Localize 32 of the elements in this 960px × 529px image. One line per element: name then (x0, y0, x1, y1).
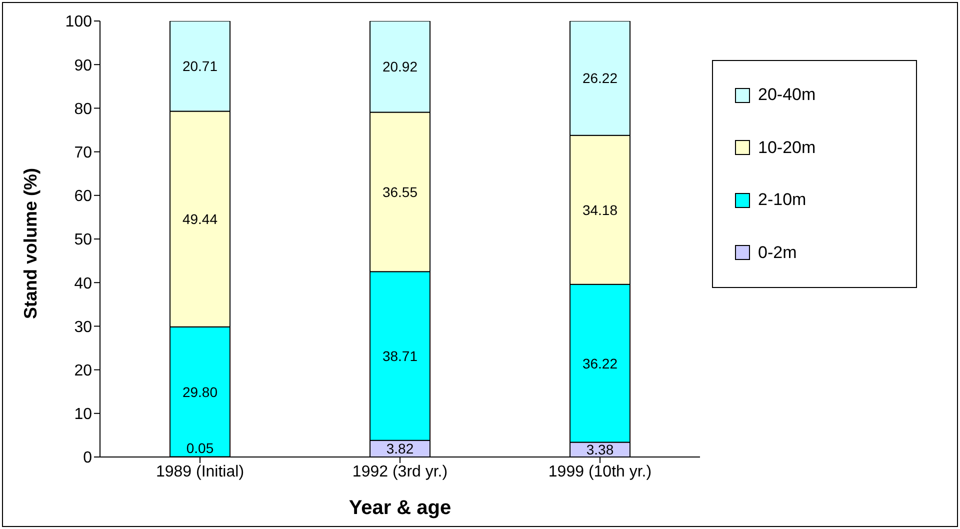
y-tick-label: 30 (74, 318, 92, 336)
x-tick-label: 1999 (10th yr.) (548, 463, 652, 480)
data-label: 34.18 (582, 202, 618, 218)
y-axis-title: Stand volume (%) (20, 168, 40, 319)
legend-label: 10-20m (758, 138, 816, 158)
y-tick-label: 20 (74, 362, 92, 380)
y-tick-label: 70 (74, 144, 92, 162)
y-tick-label: 50 (74, 232, 92, 249)
x-axis-title: Year & age (348, 497, 452, 519)
data-label: 20.71 (182, 58, 218, 74)
legend-label: 0-2m (758, 242, 797, 263)
data-label: 29.80 (182, 384, 218, 400)
y-tick-label: 60 (74, 188, 92, 206)
data-label: 20.92 (382, 58, 418, 75)
y-tick-label: 0 (83, 450, 92, 467)
y-tick-label: 90 (74, 57, 92, 74)
legend-label: 2-10m (758, 190, 806, 210)
x-tick-label: 1992 (3rd yr.) (352, 463, 448, 480)
x-tick-label: 1989 (Initial) (156, 463, 244, 480)
data-label: 3.82 (386, 440, 414, 457)
data-label: 26.22 (582, 70, 618, 86)
data-label: 36.55 (382, 184, 418, 200)
y-tick-label: 40 (74, 275, 92, 292)
y-tick-label: 10 (74, 406, 92, 424)
legend-label: 20-40m (758, 85, 816, 106)
data-label: 36.22 (582, 355, 618, 372)
y-tick-label: 80 (74, 100, 92, 118)
y-tick-label: 100 (65, 14, 92, 31)
data-label: 49.44 (182, 211, 218, 228)
data-label: 38.71 (382, 348, 418, 364)
data-label: 0.05 (186, 440, 214, 456)
data-label: 3.38 (586, 442, 614, 458)
